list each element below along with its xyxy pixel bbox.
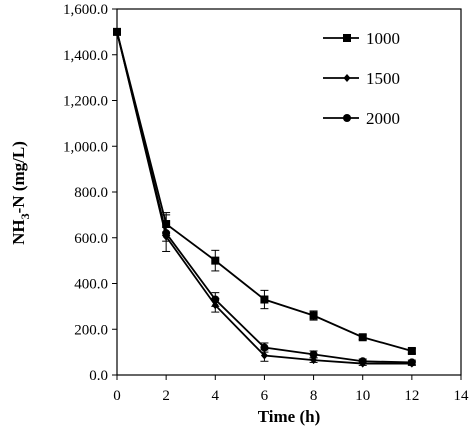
data-point-square bbox=[211, 256, 220, 265]
y-tick-label: 800.0 bbox=[74, 185, 108, 201]
data-point-circle bbox=[162, 229, 171, 238]
legend-item-2000: 2000 bbox=[323, 109, 400, 128]
x-axis: 0 2 4 6 8 10 12 14 bbox=[113, 375, 469, 404]
data-point-circle bbox=[211, 295, 220, 304]
data-point-circle bbox=[260, 343, 269, 352]
legend: 1000 1500 2000 bbox=[323, 29, 400, 128]
data-point-circle bbox=[309, 350, 318, 359]
series-layer bbox=[113, 27, 416, 368]
data-point-diamond bbox=[343, 74, 351, 82]
y-axis: 0.0 200.0 400.0 600.0 800.0 1,000.0 1,200.0 1,4… bbox=[63, 2, 117, 384]
y-tick-label: 200.0 bbox=[74, 322, 108, 338]
y-tick-label: 1,400.0 bbox=[63, 48, 108, 64]
y-tick-label: 400.0 bbox=[74, 277, 108, 293]
data-point-circle bbox=[113, 27, 121, 36]
x-tick-label: 6 bbox=[261, 388, 269, 404]
legend-label: 1000 bbox=[366, 29, 400, 48]
data-point-square bbox=[358, 333, 367, 342]
y-tick-label: 0.0 bbox=[89, 368, 108, 384]
x-tick-label: 2 bbox=[162, 388, 170, 404]
data-point-square bbox=[407, 346, 416, 355]
legend-label: 1500 bbox=[366, 69, 400, 88]
data-point-circle bbox=[407, 358, 416, 367]
legend-item-1000: 1000 bbox=[323, 29, 400, 48]
data-point-square bbox=[309, 311, 318, 320]
y-tick-label: 1,000.0 bbox=[63, 139, 108, 155]
x-tick-label: 4 bbox=[212, 388, 220, 404]
legend-label: 2000 bbox=[366, 109, 400, 128]
y-tick-label: 1,200.0 bbox=[63, 94, 108, 110]
x-tick-label: 0 bbox=[113, 388, 121, 404]
y-tick-label: 1,600.0 bbox=[63, 2, 108, 18]
data-point-circle bbox=[343, 114, 351, 122]
x-tick-label: 14 bbox=[454, 388, 470, 404]
x-axis-title: Time (h) bbox=[258, 407, 321, 426]
plot-border bbox=[116, 8, 462, 376]
y-tick-label: 600.0 bbox=[74, 231, 108, 247]
plot-area bbox=[116, 8, 462, 376]
data-point-diamond bbox=[260, 351, 268, 360]
y-axis-title: NH3-N (mg/L) bbox=[9, 141, 32, 245]
series-2000 bbox=[113, 27, 416, 367]
data-point-square bbox=[343, 34, 351, 42]
legend-item-1500: 1500 bbox=[323, 69, 400, 88]
data-point-circle bbox=[358, 357, 367, 366]
x-tick-label: 12 bbox=[404, 388, 419, 404]
x-tick-label: 8 bbox=[310, 388, 318, 404]
data-point-square bbox=[260, 295, 269, 304]
x-tick-label: 10 bbox=[355, 388, 370, 404]
